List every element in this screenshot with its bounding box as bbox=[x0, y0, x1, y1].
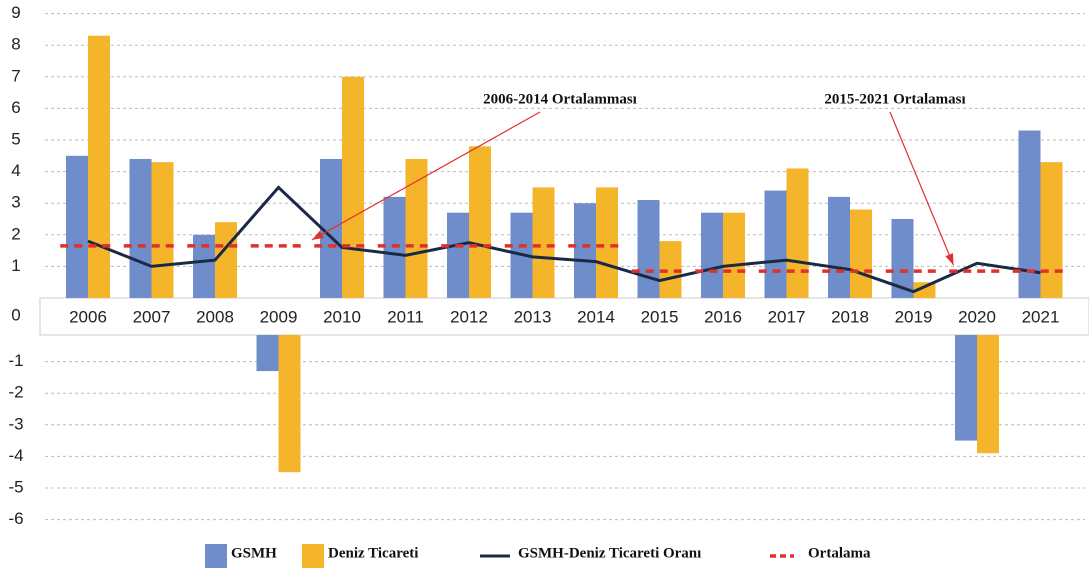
bar bbox=[215, 222, 237, 298]
x-tick-label: 2014 bbox=[577, 307, 615, 326]
y-tick-label: -3 bbox=[8, 414, 23, 433]
legend-swatch bbox=[302, 544, 324, 568]
annotation-arrow bbox=[889, 111, 955, 266]
bar bbox=[977, 335, 999, 454]
x-tick-label: 2019 bbox=[895, 307, 933, 326]
x-tick-label: 2013 bbox=[514, 307, 552, 326]
annotation: 2006-2014 Ortalamması bbox=[483, 91, 637, 107]
y-tick-label: 5 bbox=[11, 129, 20, 148]
y-tick-label: -1 bbox=[8, 351, 23, 370]
bar bbox=[637, 200, 660, 298]
bar bbox=[405, 158, 428, 298]
y-tick-label: 1 bbox=[11, 256, 20, 275]
ratio-line bbox=[87, 185, 1041, 294]
bar bbox=[596, 187, 618, 298]
bar bbox=[447, 212, 469, 298]
y-tick-label: 0 bbox=[11, 305, 20, 324]
x-tick-label: 2012 bbox=[450, 307, 488, 326]
annotation: 2015-2021 Ortalaması bbox=[824, 91, 965, 107]
x-tick-label: 2015 bbox=[641, 307, 679, 326]
x-tick-label: 2021 bbox=[1022, 307, 1060, 326]
y-tick-label: -6 bbox=[8, 509, 23, 528]
y-tick-label: 8 bbox=[11, 35, 20, 54]
bar bbox=[320, 158, 342, 298]
x-tick-label: 2011 bbox=[387, 307, 424, 326]
bar bbox=[1040, 162, 1063, 298]
bar bbox=[786, 168, 809, 298]
y-tick-label: -5 bbox=[8, 477, 23, 496]
bar bbox=[1018, 130, 1041, 298]
bar bbox=[151, 162, 174, 298]
annotation-arrow bbox=[311, 111, 541, 241]
bar bbox=[701, 212, 723, 298]
x-tick-label: 2006 bbox=[69, 307, 107, 326]
bar bbox=[66, 155, 88, 298]
bar bbox=[129, 158, 152, 298]
bar bbox=[532, 187, 555, 298]
legend-label: GSMH bbox=[231, 545, 277, 561]
zero-band bbox=[39, 297, 1089, 336]
bar bbox=[850, 209, 872, 298]
bar bbox=[278, 335, 301, 473]
x-tick-label: 2007 bbox=[133, 307, 171, 326]
x-tick-label: 2017 bbox=[768, 307, 806, 326]
bar bbox=[955, 335, 977, 441]
bar bbox=[723, 212, 745, 298]
bar bbox=[342, 76, 364, 298]
bar bbox=[891, 219, 914, 298]
legend-label: GSMH-Deniz Ticareti Oranı bbox=[518, 545, 701, 561]
y-tick-label: 6 bbox=[11, 98, 20, 117]
y-tick-label: 2 bbox=[11, 224, 20, 243]
y-tick-label: -2 bbox=[8, 383, 23, 402]
bar bbox=[764, 190, 787, 298]
arrow-head bbox=[312, 230, 324, 240]
x-tick-label: 2010 bbox=[323, 307, 361, 326]
bar bbox=[913, 282, 936, 298]
x-tick-label: 2008 bbox=[196, 307, 234, 326]
y-tick-label: 9 bbox=[11, 3, 20, 22]
y-tick-label: 4 bbox=[11, 161, 20, 180]
x-tick-label: 2009 bbox=[260, 307, 298, 326]
y-tick-label: 3 bbox=[11, 193, 20, 212]
bar bbox=[659, 241, 682, 298]
x-tick-label: 2020 bbox=[958, 307, 996, 326]
bar bbox=[256, 335, 279, 372]
x-tick-label: 2016 bbox=[704, 307, 742, 326]
y-tick-label: -4 bbox=[8, 446, 23, 465]
bar bbox=[88, 35, 110, 298]
legend-label: Ortalama bbox=[808, 545, 871, 561]
bar bbox=[828, 196, 850, 298]
arrow-head bbox=[945, 253, 954, 266]
bar bbox=[469, 146, 491, 298]
bar bbox=[574, 203, 596, 298]
x-tick-label: 2018 bbox=[831, 307, 869, 326]
bar bbox=[193, 234, 215, 298]
legend-label: Deniz Ticareti bbox=[328, 545, 418, 561]
y-tick-label: 7 bbox=[11, 66, 20, 85]
legend-swatch bbox=[205, 544, 227, 568]
